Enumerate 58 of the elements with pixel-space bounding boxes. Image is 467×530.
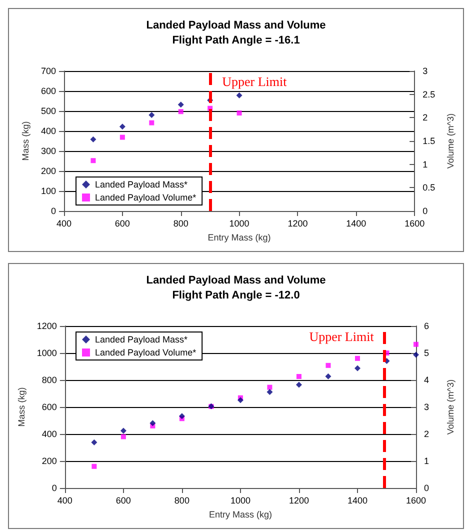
x-tick-label: 1000: [230, 496, 250, 506]
y-axis-title: Mass (kg): [20, 121, 30, 161]
x-tick-label: 1600: [404, 218, 425, 228]
y2-tick-label: 2: [422, 112, 428, 123]
y2-tick-label: 1: [422, 159, 428, 170]
x-tick-label: 1400: [346, 218, 366, 228]
x-axis-title: Entry Mass (kg): [208, 232, 271, 242]
x-tick-label: 1200: [288, 218, 308, 228]
x-tick-label: 800: [173, 218, 188, 228]
y2-tick-label: 5: [424, 348, 430, 358]
legend-label: Landed Payload Volume*: [95, 348, 197, 358]
legend-label: Landed Payload Volume*: [95, 192, 197, 202]
y2-tick-label: 3: [424, 402, 430, 412]
y-tick-label: 0: [50, 206, 56, 216]
legend-label: Landed Payload Mass*: [95, 180, 188, 190]
y2-axis-title: Volume (m^3): [446, 379, 456, 435]
y2-tick-label: 4: [424, 375, 430, 385]
y2-tick-label: 2: [424, 429, 430, 439]
x-tick-label: 1400: [347, 496, 368, 506]
legend-label: Landed Payload Mass*: [95, 334, 188, 344]
y-tick-label: 1000: [36, 348, 57, 358]
chart-subtitle: Flight Path Angle = -12.0: [172, 290, 300, 302]
y-tick-label: 400: [42, 429, 57, 439]
y-tick-label: 1200: [36, 321, 57, 331]
y-tick-label: 500: [40, 106, 56, 116]
y-tick-label: 200: [42, 456, 57, 466]
chart-subtitle: Flight Path Angle = -16.1: [172, 34, 300, 46]
x-axis-title: Entry Mass (kg): [208, 509, 272, 520]
y-tick-label: 200: [40, 166, 56, 176]
y-tick-label: 600: [42, 402, 57, 412]
x-tick-label: 1000: [229, 218, 250, 228]
ref-line-label: Upper Limit: [222, 74, 288, 89]
y-axis-title: Mass (kg): [16, 387, 26, 427]
x-tick-label: 600: [116, 496, 131, 506]
y2-tick-label: 6: [424, 321, 430, 331]
x-tick-label: 400: [57, 496, 72, 506]
y-tick-label: 400: [40, 126, 56, 136]
y-tick-label: 100: [40, 186, 56, 196]
y2-tick-label: 0: [422, 206, 428, 216]
y-tick-label: 800: [42, 375, 57, 385]
y2-tick-label: 0: [424, 483, 430, 493]
y-tick-label: 600: [40, 86, 56, 96]
y-tick-label: 700: [40, 66, 56, 76]
chart-title: Landed Payload Mass and Volume: [146, 20, 326, 32]
y2-axis-title: Volume (m^3): [446, 113, 456, 169]
y-tick-label: 300: [40, 146, 56, 156]
y2-tick-label: 1.5: [422, 136, 436, 146]
y2-tick-label: 3: [422, 66, 428, 76]
x-tick-label: 1200: [288, 496, 309, 506]
x-tick-label: 600: [114, 218, 130, 228]
y2-tick-label: 0.5: [422, 182, 436, 193]
y2-tick-label: 1: [424, 456, 430, 466]
y-tick-label: 0: [52, 483, 57, 493]
ref-line-label: Upper Limit: [309, 329, 374, 344]
x-tick-label: 1600: [406, 496, 426, 506]
y2-tick-label: 2.5: [422, 89, 436, 100]
chart-title: Landed Payload Mass and Volume: [146, 274, 326, 286]
x-tick-label: 800: [174, 496, 190, 506]
